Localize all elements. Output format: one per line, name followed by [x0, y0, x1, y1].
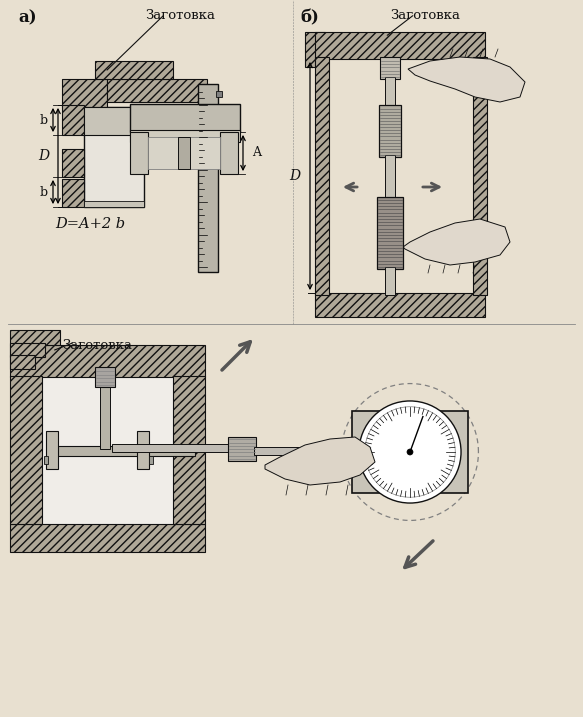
Bar [50, 446, 195, 456]
Text: D=A+2 b: D=A+2 b [55, 217, 125, 231]
Bar [148, 137, 220, 169]
Bar [380, 57, 400, 79]
Bar [473, 57, 487, 295]
Bar [315, 32, 485, 59]
Bar [228, 437, 256, 461]
Text: Заготовка: Заготовка [390, 9, 460, 22]
Bar [10, 355, 35, 369]
Text: D: D [38, 149, 50, 163]
Bar [10, 330, 60, 345]
Bar [62, 149, 84, 177]
Polygon shape [403, 219, 510, 265]
Bar [385, 267, 395, 295]
Text: b: b [40, 113, 48, 126]
Text: b: b [40, 186, 48, 199]
Bar [84, 107, 144, 135]
Bar [10, 345, 205, 377]
Bar [10, 524, 205, 552]
Bar [198, 84, 218, 272]
Bar [173, 376, 205, 524]
Bar [315, 57, 329, 295]
Text: Заготовка: Заготовка [62, 339, 132, 352]
Circle shape [407, 449, 413, 455]
Bar [315, 293, 485, 317]
Bar [84, 107, 144, 207]
Bar [130, 130, 240, 142]
Bar [216, 91, 222, 97]
Bar [100, 387, 110, 449]
Bar [149, 456, 153, 464]
Text: в): в) [15, 339, 34, 356]
Bar [95, 367, 115, 387]
Text: A: A [252, 146, 261, 159]
Text: A: A [191, 148, 199, 158]
Bar [84, 201, 144, 207]
Bar [95, 61, 173, 79]
Text: D: D [289, 169, 300, 183]
Bar [352, 412, 468, 493]
Circle shape [359, 401, 461, 503]
Bar [220, 132, 238, 174]
Bar [130, 132, 148, 174]
Bar [130, 104, 240, 132]
Bar [62, 79, 107, 107]
Polygon shape [408, 57, 525, 102]
Bar [385, 77, 395, 107]
Text: Заготовка: Заготовка [145, 9, 215, 22]
Bar [379, 105, 401, 157]
Text: б): б) [300, 9, 319, 26]
Circle shape [365, 407, 455, 498]
Bar [10, 376, 42, 524]
Bar [44, 456, 48, 464]
Bar [385, 155, 395, 197]
Bar [112, 444, 242, 452]
Bar [254, 447, 339, 455]
Bar [10, 343, 45, 357]
Polygon shape [265, 437, 375, 485]
Text: а): а) [18, 9, 37, 26]
Bar [42, 376, 173, 524]
Bar [46, 431, 58, 469]
Bar [137, 431, 149, 469]
Bar [377, 197, 403, 269]
Bar [305, 32, 325, 67]
Bar [62, 179, 84, 207]
Bar [62, 105, 84, 135]
Bar [107, 79, 207, 102]
Bar [178, 137, 190, 169]
